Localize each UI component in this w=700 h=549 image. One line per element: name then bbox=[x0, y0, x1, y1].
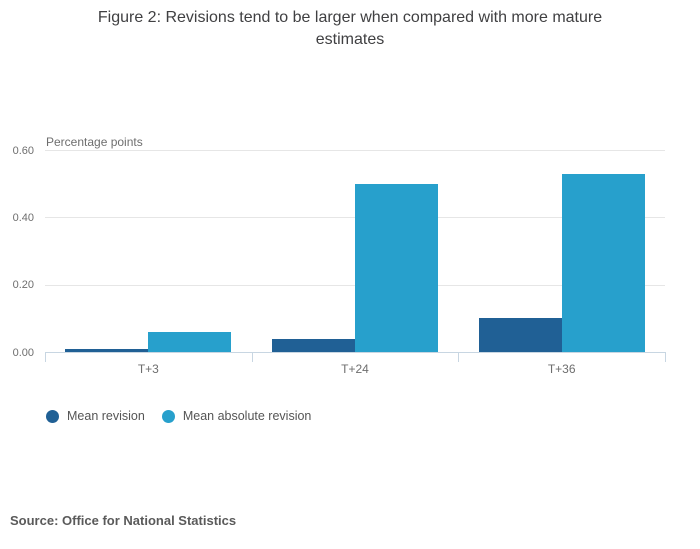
gridline bbox=[45, 150, 665, 151]
bar-mean-absolute-revision-t-3[interactable] bbox=[148, 332, 232, 352]
x-axis-tick bbox=[665, 352, 666, 362]
x-tick-label-t-24: T+24 bbox=[341, 362, 369, 376]
bar-mean-revision-t-24[interactable] bbox=[272, 339, 355, 352]
source-note: Source: Office for National Statistics bbox=[10, 513, 237, 528]
x-axis-tick bbox=[251, 352, 253, 362]
bar-mean-revision-t-3[interactable] bbox=[65, 349, 149, 352]
y-tick-label: 0.40 bbox=[12, 211, 34, 224]
legend-label-mean-revision: Mean revision bbox=[67, 409, 145, 423]
x-axis-tick bbox=[45, 352, 46, 362]
legend: Mean revision Mean absolute revision bbox=[46, 409, 311, 423]
chart-title: Figure 2: Revisions tend to be larger wh… bbox=[97, 9, 603, 48]
y-axis-title: Percentage points bbox=[46, 135, 143, 149]
bar-mean-revision-t-36[interactable] bbox=[478, 318, 562, 352]
y-tick-label: 0.00 bbox=[12, 346, 34, 359]
x-axis-line bbox=[45, 352, 666, 353]
legend-swatch-mean-absolute-revision-icon bbox=[161, 409, 175, 423]
legend-item-mean-absolute-revision[interactable]: Mean absolute revision bbox=[161, 409, 312, 423]
y-tick-label: 0.60 bbox=[12, 144, 34, 157]
legend-swatch-mean-revision-icon bbox=[46, 409, 59, 423]
y-tick-label: 0.20 bbox=[12, 279, 34, 292]
x-axis-tick bbox=[458, 352, 460, 362]
x-tick-label-t-3: T+3 bbox=[137, 362, 159, 376]
bar-mean-absolute-revision-t-36[interactable] bbox=[561, 174, 645, 352]
bar-mean-absolute-revision-t-24[interactable] bbox=[355, 184, 438, 352]
x-tick-label-t-36: T+36 bbox=[547, 362, 576, 376]
legend-label-mean-absolute-revision: Mean absolute revision bbox=[182, 409, 312, 423]
legend-item-mean-revision[interactable]: Mean revision bbox=[46, 409, 145, 423]
